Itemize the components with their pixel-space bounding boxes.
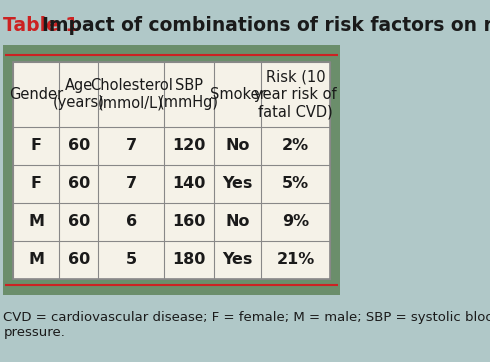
Text: Gender: Gender	[9, 87, 63, 102]
Text: Age
(years): Age (years)	[53, 78, 105, 110]
Text: 60: 60	[68, 138, 90, 153]
Text: F: F	[31, 176, 42, 191]
Text: 7: 7	[125, 176, 137, 191]
Text: Smoker: Smoker	[210, 87, 266, 102]
Text: 9%: 9%	[282, 214, 309, 229]
Text: 160: 160	[172, 214, 206, 229]
Text: 5%: 5%	[282, 176, 309, 191]
Text: 21%: 21%	[276, 252, 315, 267]
Text: Yes: Yes	[222, 252, 253, 267]
Text: 60: 60	[68, 176, 90, 191]
Text: 6: 6	[125, 214, 137, 229]
Text: 140: 140	[172, 176, 206, 191]
Text: 60: 60	[68, 214, 90, 229]
Text: Cholesterol
(mmol/L): Cholesterol (mmol/L)	[90, 78, 172, 110]
Text: 120: 120	[172, 138, 206, 153]
Text: 2%: 2%	[282, 138, 309, 153]
Text: Table 1: Table 1	[3, 16, 79, 35]
Text: SBP
(mmHg): SBP (mmHg)	[159, 78, 219, 110]
Text: M: M	[28, 214, 44, 229]
Text: M: M	[28, 252, 44, 267]
Text: 60: 60	[68, 252, 90, 267]
Text: No: No	[225, 214, 250, 229]
FancyBboxPatch shape	[3, 45, 340, 295]
Text: Risk (10
year risk of
fatal CVD): Risk (10 year risk of fatal CVD)	[254, 69, 337, 119]
Text: 180: 180	[172, 252, 206, 267]
Text: F: F	[31, 138, 42, 153]
Text: Impact of combinations of risk factors on risk: Impact of combinations of risk factors o…	[29, 16, 490, 35]
Text: 5: 5	[125, 252, 137, 267]
Text: CVD = cardiovascular disease; F = female; M = male; SBP = systolic blood
pressur: CVD = cardiovascular disease; F = female…	[3, 311, 490, 339]
Text: Yes: Yes	[222, 176, 253, 191]
FancyBboxPatch shape	[13, 62, 330, 279]
Text: 7: 7	[125, 138, 137, 153]
Text: No: No	[225, 138, 250, 153]
